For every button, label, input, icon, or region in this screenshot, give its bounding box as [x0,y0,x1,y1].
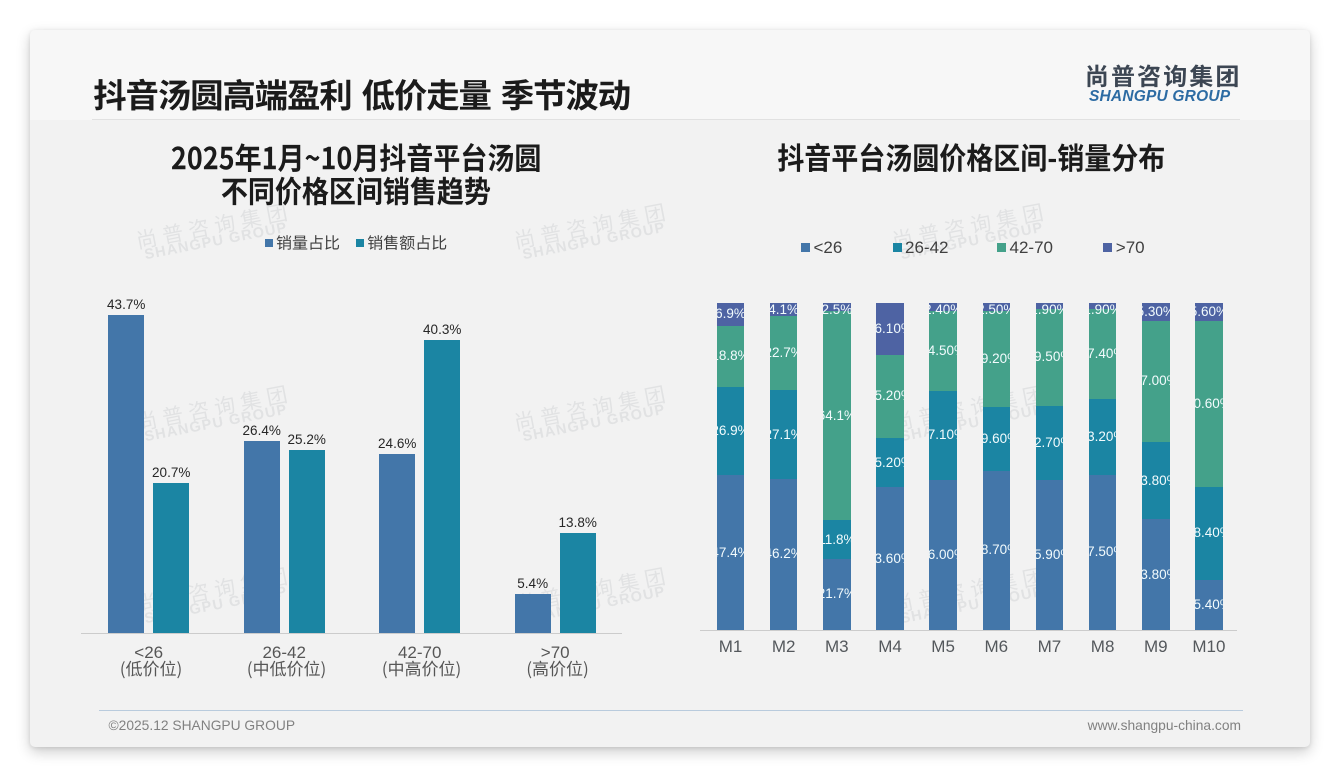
svg-text:SHANGPU GROUP: SHANGPU GROUP [899,402,1045,445]
svg-text:SHANGPU GROUP: SHANGPU GROUP [521,402,667,445]
svg-text:SHANGPU GROUP: SHANGPU GROUP [521,220,667,263]
svg-text:SHANGPU GROUP: SHANGPU GROUP [899,584,1045,627]
